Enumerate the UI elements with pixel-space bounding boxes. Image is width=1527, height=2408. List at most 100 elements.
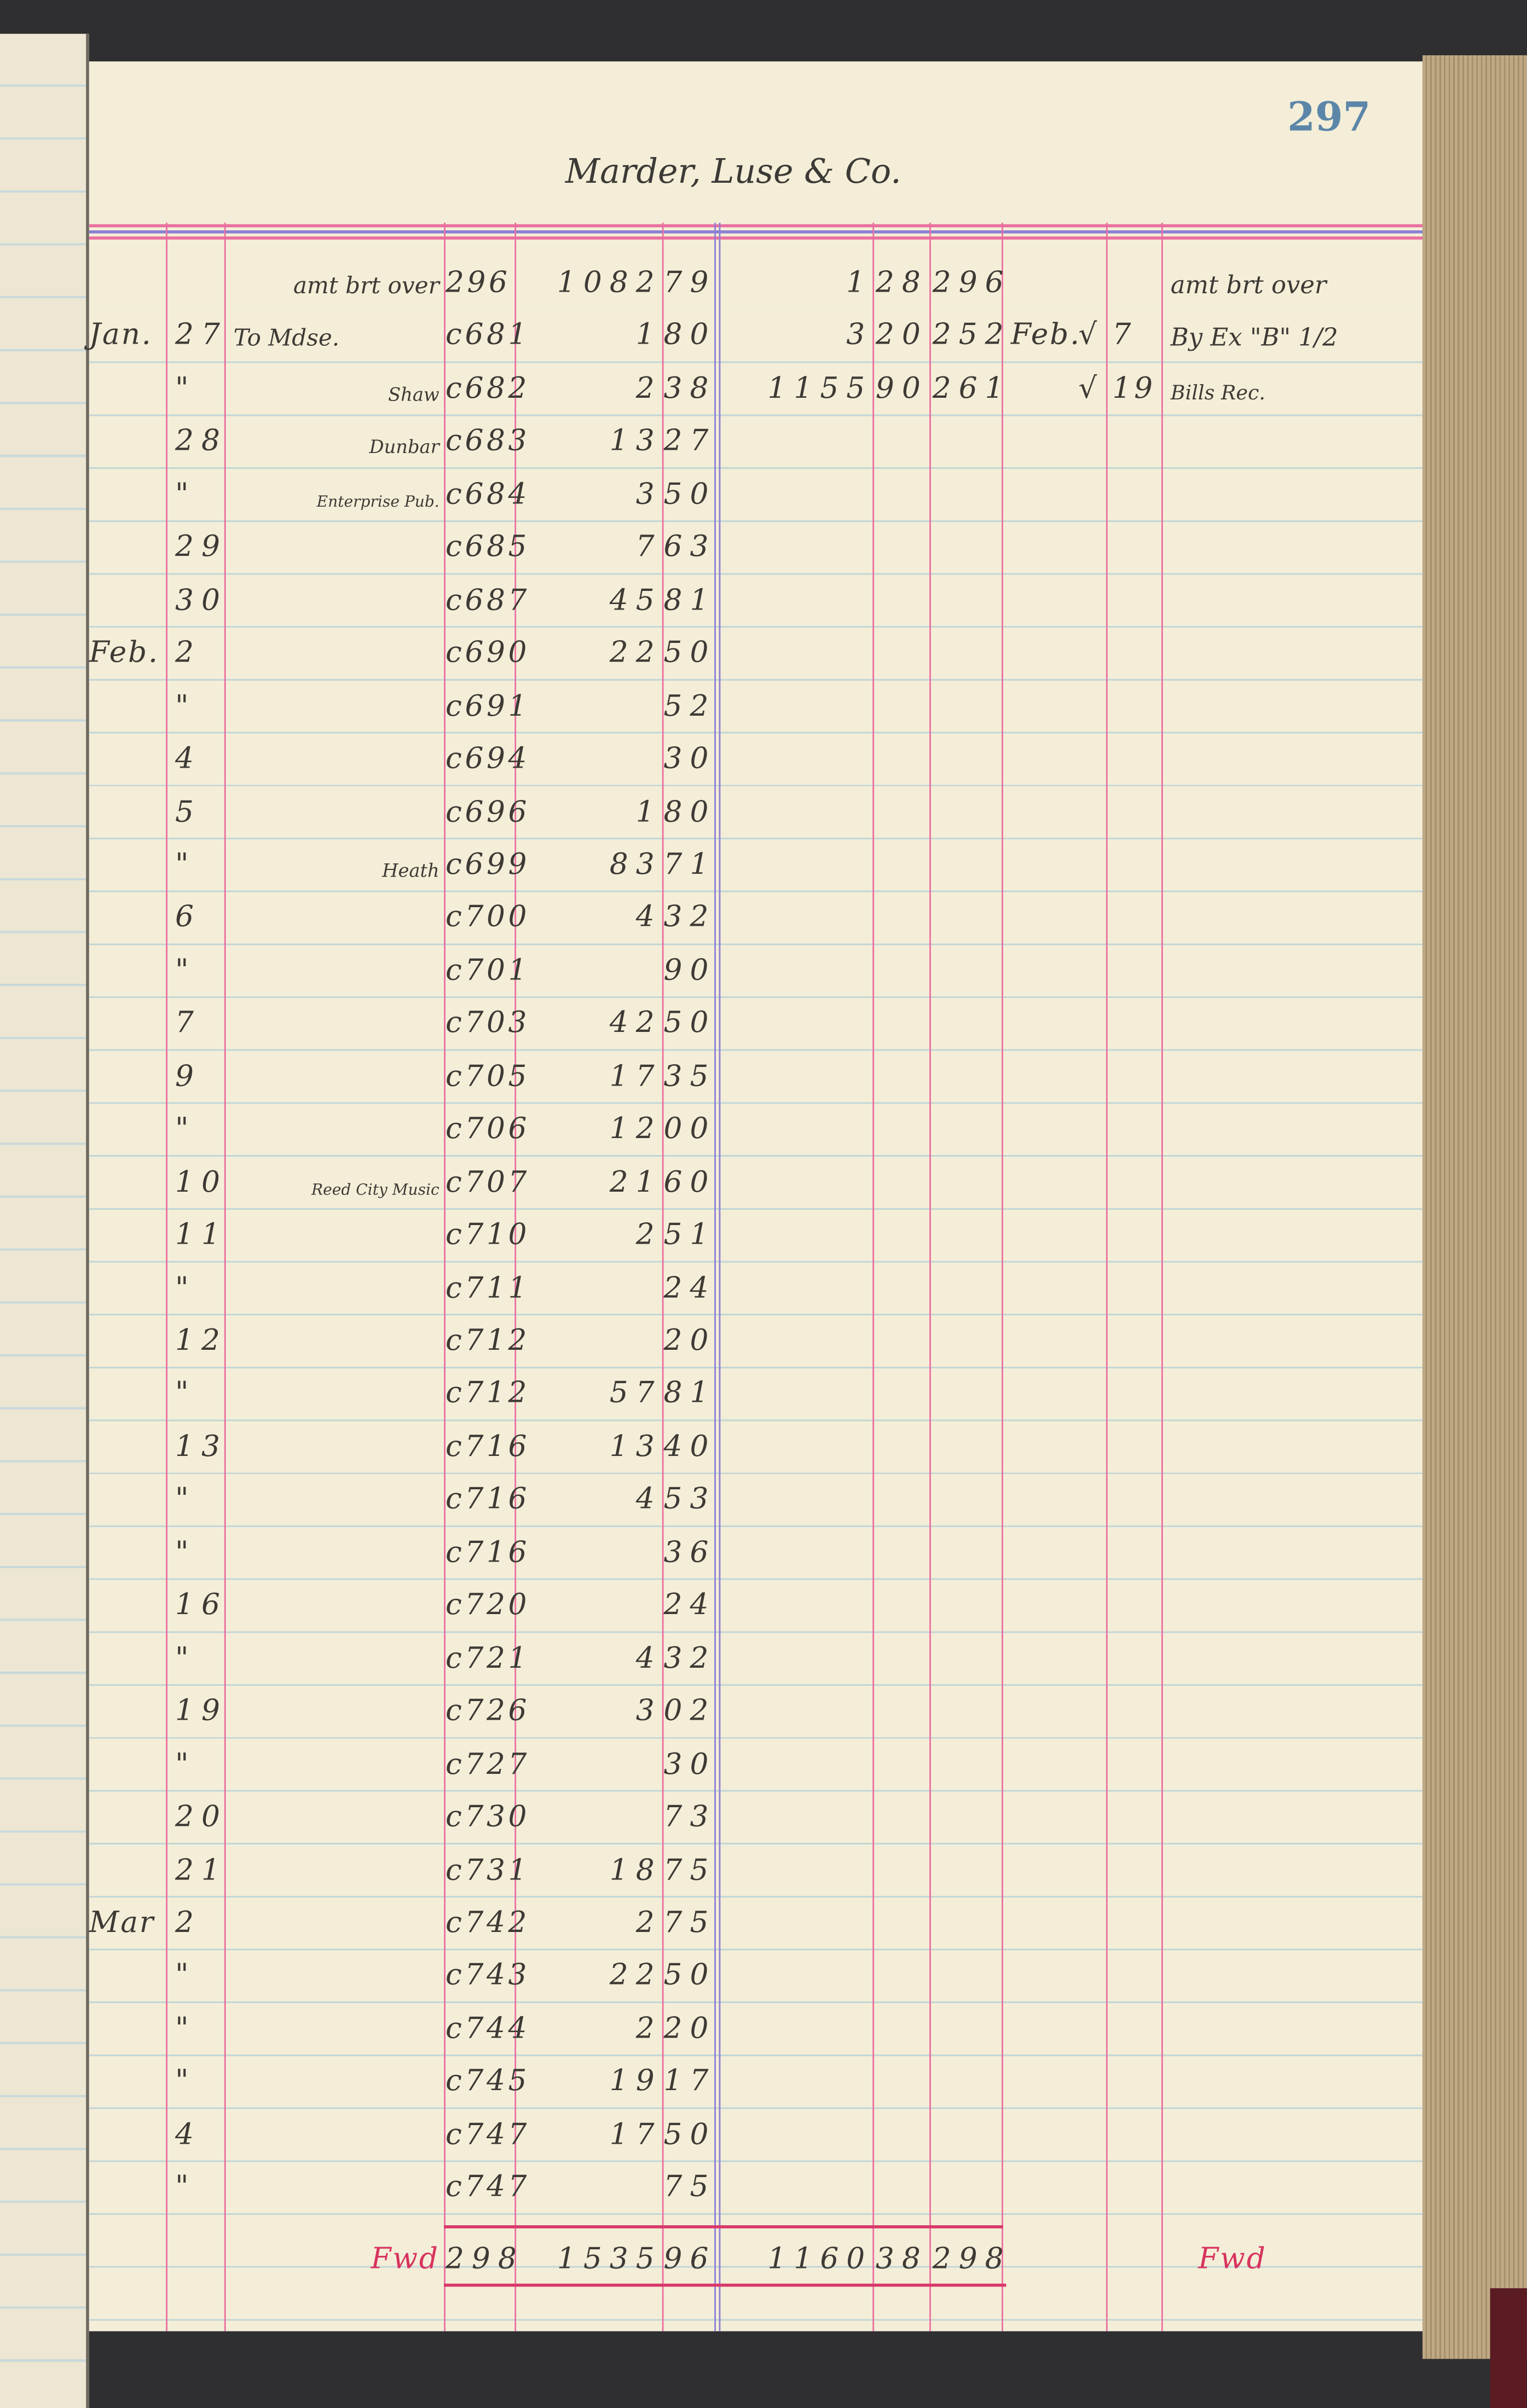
ledger-row: Mar 2 c742 2 75 — [0, 1894, 1527, 1946]
entry-cents: 51 — [663, 1218, 716, 1252]
credit-folio: 296 — [932, 265, 1011, 300]
totals-row: Fwd 298 1535 96 1160 38 298 Fwd — [0, 2230, 1527, 2282]
entry-cents: 32 — [663, 900, 716, 935]
total-underline-1 — [444, 2225, 1003, 2229]
rule-cr-month — [1002, 222, 1003, 2331]
entry-cents: 81 — [663, 1377, 716, 1411]
entry-day: 28 — [175, 424, 228, 459]
entry-day: " — [175, 2064, 196, 2098]
entry-dollars: 1 — [635, 794, 662, 829]
entry-day: 20 — [175, 1800, 228, 1834]
ledger-row: 11 c710 2 51 — [0, 1206, 1527, 1258]
total-underline-2 — [444, 2283, 1007, 2287]
entry-dollars: 12 — [609, 1112, 662, 1146]
entry-cents: 52 — [663, 689, 716, 723]
ledger-row: 30 c687 45 81 — [0, 571, 1527, 623]
ledger-row: " c716 4 53 — [0, 1470, 1527, 1522]
ledger-row: " Heath c699 83 71 — [0, 835, 1527, 887]
entry-day: " — [175, 1641, 196, 1675]
ledger-row: " Enterprise Pub. c684 3 50 — [0, 465, 1527, 517]
ledger-row: Feb. 2 c690 22 50 — [0, 624, 1527, 676]
credit-total-label: Fwd — [1198, 2242, 1267, 2276]
credit-cents: 90 — [875, 371, 928, 405]
entry-dollars: 13 — [609, 1429, 662, 1464]
entry-day: 16 — [175, 1588, 228, 1622]
entry-day: 30 — [175, 583, 228, 617]
entry-folio: c743 — [445, 1958, 530, 1993]
entry-folio: c699 — [445, 848, 530, 881]
entry-folio: c747 — [445, 2117, 530, 2151]
entry-cents: 36 — [663, 1535, 716, 1569]
entry-day: " — [175, 689, 196, 723]
entry-folio: c720 — [445, 1588, 530, 1622]
entry-cents: 50 — [663, 2117, 716, 2151]
entry-cents: 60 — [663, 1165, 716, 1199]
entry-day: 6 — [175, 900, 201, 935]
entry-description: amt brt over — [293, 271, 439, 300]
credit-description: By Ex "B" 1/2 — [1170, 323, 1338, 352]
rule-folio — [444, 222, 446, 2331]
entry-folio: c703 — [445, 1006, 530, 1041]
entry-description: Enterprise Pub. — [316, 494, 439, 512]
entry-description: Reed City Music — [311, 1182, 439, 1199]
entry-dollars: 3 — [635, 1694, 662, 1728]
entry-day: 13 — [175, 1429, 228, 1464]
entry-day: " — [175, 2170, 196, 2204]
credit-day: √ 7 — [1078, 318, 1135, 352]
ledger-row: " c701 90 — [0, 941, 1527, 993]
entry-folio: c721 — [445, 1641, 530, 1675]
entry-cents: 02 — [663, 1694, 716, 1728]
ledger-row: " c743 22 50 — [0, 1946, 1527, 1998]
entry-day: 5 — [175, 794, 201, 829]
book-cover-corner — [1490, 2288, 1527, 2408]
entry-dollars: 19 — [609, 2064, 662, 2098]
credit-dollars: 1 — [846, 265, 873, 300]
facing-page-edge — [0, 33, 89, 2408]
entry-day: 2 — [175, 1906, 201, 1940]
debit-total-label: Fwd — [371, 2242, 439, 2276]
entry-dollars: 2 — [635, 1218, 662, 1252]
entry-folio: c687 — [445, 583, 530, 617]
ledger-row: 6 c700 4 32 — [0, 888, 1527, 940]
ledger-row: 4 c694 30 — [0, 729, 1527, 781]
entry-dollars: 1 — [635, 318, 662, 352]
ledger-row: " c721 4 32 — [0, 1629, 1527, 1681]
rule-cr-folio — [929, 222, 931, 2331]
entry-folio: c742 — [445, 1906, 530, 1940]
entry-folio: c691 — [445, 689, 530, 723]
entry-dollars: 2 — [635, 371, 662, 405]
ledger-row: 7 c703 42 50 — [0, 994, 1527, 1046]
entry-folio: c683 — [445, 424, 530, 459]
ledger-row: " c745 19 17 — [0, 2052, 1527, 2104]
entry-cents: 80 — [663, 794, 716, 829]
credit-total-folio: 298 — [932, 2242, 1011, 2276]
header-rule-purple — [89, 230, 1423, 234]
ledger-row: 28 Dunbar c683 13 27 — [0, 412, 1527, 464]
entry-dollars: 4 — [635, 1641, 662, 1675]
entry-folio: c706 — [445, 1112, 530, 1146]
rule-cr-day — [1106, 222, 1108, 2331]
entry-cents: 30 — [663, 1746, 716, 1781]
entry-cents: 75 — [663, 1906, 716, 1940]
entry-day: " — [175, 1746, 196, 1781]
entry-month: Feb. — [89, 636, 159, 670]
credit-cents: 20 — [875, 318, 928, 352]
entry-folio: c730 — [445, 1800, 530, 1834]
entry-folio: c701 — [445, 953, 530, 988]
entry-cents: 50 — [663, 636, 716, 670]
ledger-row: Jan. 27 To Mdse. c681 1 80 3 20 252 Feb. √ 7 By Ex … — [0, 306, 1527, 358]
entry-cents: 50 — [663, 477, 716, 512]
entry-day: " — [175, 1958, 196, 1993]
entry-day: 2 — [175, 636, 201, 670]
entry-day: " — [175, 2011, 196, 2046]
entry-cents: 81 — [663, 583, 716, 617]
rule-cr-cents — [872, 222, 875, 2331]
entry-description: Heath — [382, 860, 439, 881]
entry-folio: c745 — [445, 2064, 530, 2098]
ledger-row: 5 c696 1 80 — [0, 782, 1527, 834]
ledger-row: " c712 57 81 — [0, 1365, 1527, 1417]
rule-day — [166, 222, 167, 2331]
entry-month: Mar — [89, 1906, 155, 1940]
entry-day: " — [175, 477, 196, 512]
